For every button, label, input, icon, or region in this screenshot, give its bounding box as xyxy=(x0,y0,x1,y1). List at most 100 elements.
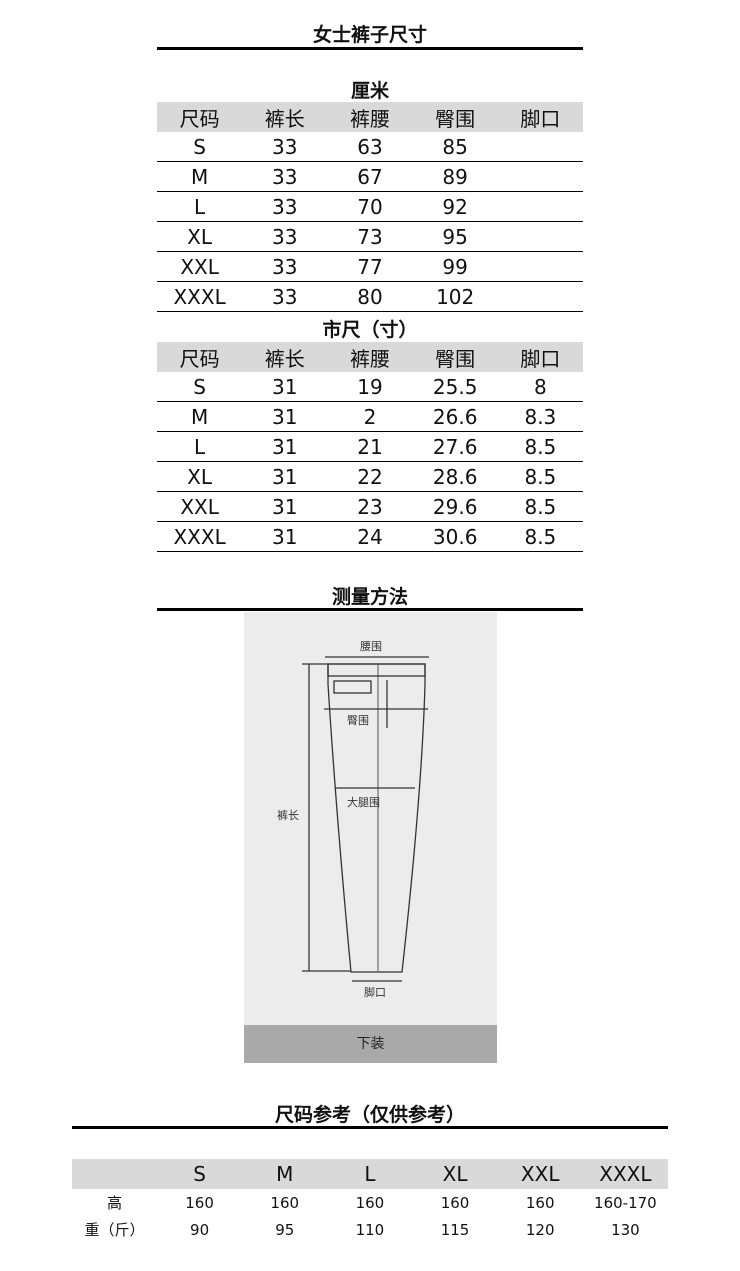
column-header: M xyxy=(242,1159,328,1189)
inch-heading: 市尺（寸） xyxy=(322,319,418,341)
table-row: XL 31 22 28.6 8.5 xyxy=(157,461,583,492)
table-cell: 160 xyxy=(185,1193,214,1212)
table-cell: 63 xyxy=(327,132,413,162)
hem-label: 脚口 xyxy=(364,986,386,999)
table-row: S 33 63 85 xyxy=(157,132,583,162)
pocket xyxy=(333,680,372,694)
waist-label: 腰围 xyxy=(360,640,382,653)
table-row: XXL 33 77 99 xyxy=(157,251,583,282)
table-cell: 21 xyxy=(327,431,413,462)
method-heading: 测量方法 xyxy=(331,586,408,608)
table-cell: 90 xyxy=(190,1220,210,1239)
table-cell: XXXL xyxy=(157,521,243,552)
table-cell: 25.5 xyxy=(412,372,498,402)
table-row: M 33 67 89 xyxy=(157,161,583,192)
thigh-label: 大腿围 xyxy=(347,796,380,809)
table-cell: 160 xyxy=(355,1193,385,1212)
table-cell: 33 xyxy=(242,132,328,162)
table-row: XL 33 73 95 xyxy=(157,221,583,252)
cm-heading: 厘米 xyxy=(350,80,389,102)
table-cell: 高 xyxy=(106,1194,122,1212)
table-cell: 160-170 xyxy=(594,1193,657,1212)
table-cell: 67 xyxy=(327,161,413,192)
page-title: 女士裤子尺寸 xyxy=(312,24,427,46)
table-cell: 115 xyxy=(440,1220,470,1239)
table-cell: 85 xyxy=(412,132,498,162)
table-row: 高 160 160 160 160 160 160-170 xyxy=(72,1189,668,1216)
column-header: 裤腰 xyxy=(327,102,413,132)
table-row: 重（斤） 90 95 110 115 120 130 xyxy=(72,1216,668,1243)
table-cell: 重（斤） xyxy=(84,1221,145,1239)
table-cell: 33 xyxy=(242,281,328,312)
table-cell: 33 xyxy=(242,251,328,282)
length-label: 裤长 xyxy=(277,809,299,822)
table-row: XXL 31 23 29.6 8.5 xyxy=(157,491,583,522)
table-cell: 95 xyxy=(275,1220,295,1239)
column-header: 脚口 xyxy=(497,342,583,372)
category-band: 下装 xyxy=(244,1025,497,1063)
column-header: 尺码 xyxy=(157,102,243,132)
table-cell: 33 xyxy=(242,221,328,252)
reference-heading: 尺码参考（仅供参考） xyxy=(274,1104,465,1126)
table-cell: 8.5 xyxy=(497,431,583,462)
column-header: XXL xyxy=(497,1159,583,1189)
pants-measurement-diagram: 腰围 臀围 大腿围 裤长 脚口 下装 xyxy=(244,612,497,1063)
table-cell: XXXL xyxy=(157,281,243,312)
column-header: 臀围 xyxy=(412,102,498,132)
method-rule xyxy=(157,608,583,611)
table-cell: 8.3 xyxy=(497,401,583,432)
table-cell: S xyxy=(157,372,243,402)
table-cell: 33 xyxy=(242,191,328,222)
column-header: XXXL xyxy=(582,1159,668,1189)
title-rule xyxy=(157,47,583,50)
table-cell: 31 xyxy=(242,491,328,522)
table-cell xyxy=(497,132,583,162)
table-cell: XXL xyxy=(157,251,243,282)
table-cell: 8.5 xyxy=(497,461,583,492)
pants-drawing xyxy=(302,656,429,982)
table-cell: 89 xyxy=(412,161,498,192)
table-cell: XXL xyxy=(157,491,243,522)
table-cell: 70 xyxy=(327,191,413,222)
table-cell: XL xyxy=(157,221,243,252)
column-header: 裤长 xyxy=(242,342,328,372)
table-cell: 31 xyxy=(242,401,328,432)
table-cell: 23 xyxy=(327,491,413,522)
table-header-row: 尺码 裤长 裤腰 臀围 脚口 xyxy=(157,102,583,132)
table-cell: 24 xyxy=(327,521,413,552)
table-cell xyxy=(497,221,583,252)
table-cell xyxy=(497,281,583,312)
hip-label: 臀围 xyxy=(347,714,369,727)
table-cell: 92 xyxy=(412,191,498,222)
table-cell: 8.5 xyxy=(497,491,583,522)
table-cell: 2 xyxy=(327,401,413,432)
table-cell: M xyxy=(157,401,243,432)
table-cell: 19 xyxy=(327,372,413,402)
table-header-row: S M L XL XXL XXXL xyxy=(72,1159,668,1189)
table-cell: 31 xyxy=(242,431,328,462)
table-cell: 31 xyxy=(242,461,328,492)
column-header: 裤腰 xyxy=(327,342,413,372)
table-cell: 22 xyxy=(327,461,413,492)
table-cell: S xyxy=(157,132,243,162)
table-row: XXXL 31 24 30.6 8.5 xyxy=(157,521,583,552)
table-row: M 31 2 26.6 8.3 xyxy=(157,401,583,432)
reference-rule xyxy=(72,1126,668,1129)
reference-table: S M L XL XXL XXXL 高 160 160 160 160 160 160-170 重（斤） 9… xyxy=(72,1159,668,1243)
table-cell: 8 xyxy=(497,372,583,402)
table-cell: 130 xyxy=(611,1220,640,1239)
table-cell: 95 xyxy=(412,221,498,252)
table-cell: 120 xyxy=(525,1220,555,1239)
table-row: XXXL 33 80 102 xyxy=(157,281,583,312)
table-row: L 31 21 27.6 8.5 xyxy=(157,431,583,462)
table-cell xyxy=(497,251,583,282)
cm-size-table: 尺码 裤长 裤腰 臀围 脚口 S 33 63 85 M 33 67 89 L 33 70 92 XL 33 73 95 X… xyxy=(157,102,583,312)
table-row: S 31 19 25.5 8 xyxy=(157,372,583,402)
pants-outline xyxy=(327,663,426,973)
table-cell xyxy=(497,161,583,192)
table-cell: 73 xyxy=(327,221,413,252)
table-cell: 110 xyxy=(355,1220,385,1239)
inch-size-table: 尺码 裤长 裤腰 臀围 脚口 S 31 19 25.5 8 M 31 2 26.6 8.3 L 31 21 27.6… xyxy=(157,342,583,552)
table-cell: 31 xyxy=(242,372,328,402)
